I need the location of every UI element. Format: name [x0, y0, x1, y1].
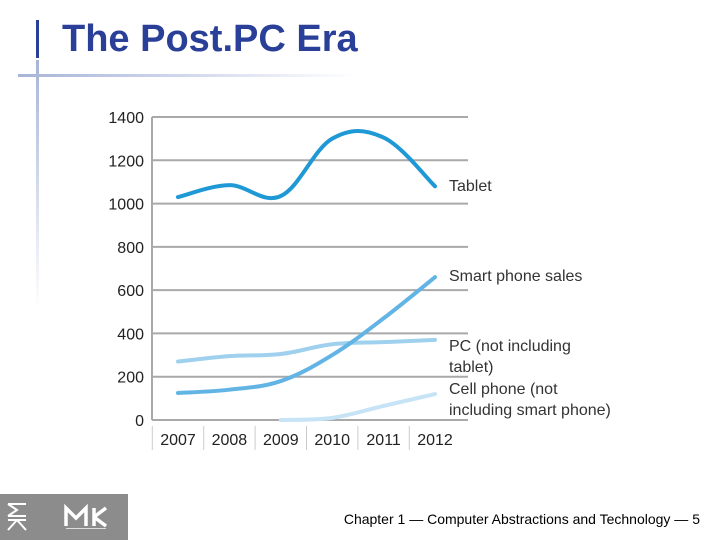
- x-tick-label: 2007: [160, 432, 196, 449]
- y-tick-label: 600: [117, 283, 144, 300]
- series-label: including smart phone): [449, 402, 611, 419]
- x-tick-label: 2010: [314, 432, 350, 449]
- series-label: tablet): [449, 359, 493, 376]
- title-accent-bar: [36, 20, 39, 58]
- series-line-tablet: [176, 128, 437, 200]
- series-label: PC (not including: [449, 338, 571, 355]
- y-tick-label: 1400: [108, 110, 144, 127]
- y-tick-label: 1000: [108, 197, 144, 214]
- series-line-smart-phone-sales: [176, 275, 437, 395]
- left-accent-line: [36, 60, 39, 310]
- x-tick-label: 2011: [366, 432, 401, 449]
- y-tick-label: 800: [117, 240, 144, 257]
- y-tick-label: 1200: [108, 153, 144, 170]
- series-label: Smart phone sales: [449, 268, 582, 285]
- series-line-cell-phone-not-including-smart-phone: [278, 392, 437, 422]
- series-label: Tablet: [449, 178, 492, 195]
- x-tick-label: 2008: [212, 432, 248, 449]
- chart-series: [176, 128, 437, 422]
- slide-title: The Post.PC Era: [62, 18, 358, 60]
- y-tick-label: 200: [117, 370, 144, 387]
- slide-footer: Chapter 1 — Computer Abstractions and Te…: [343, 511, 700, 527]
- mk-logo-icon: [64, 504, 108, 529]
- series-line-pc-not-including-tablet: [176, 337, 437, 364]
- chart-labels: 0 200 400 600 800 1000 1200 1400 2007 2008 2009 201…: [108, 110, 610, 449]
- chart-grid: [151, 116, 468, 450]
- x-tick-label: 2009: [263, 432, 299, 449]
- x-tick-label: 2012: [417, 432, 453, 449]
- title-underline: [18, 74, 358, 77]
- y-tick-label: 0: [135, 413, 144, 430]
- mk-vertical-logo-icon: [7, 503, 27, 531]
- series-label: Cell phone (not: [449, 381, 558, 398]
- y-tick-label: 400: [117, 326, 144, 343]
